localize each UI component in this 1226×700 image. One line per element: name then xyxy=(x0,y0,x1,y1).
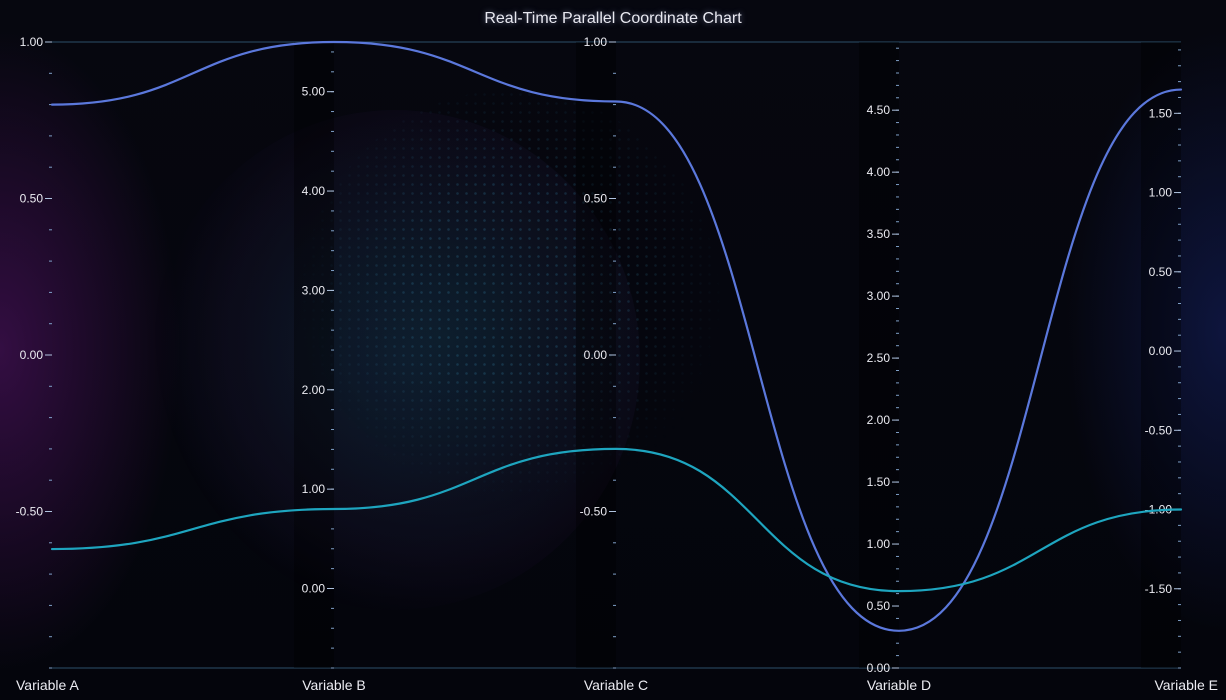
tick-label: 0.50 xyxy=(584,192,608,206)
tick-label: 1.50 xyxy=(867,475,891,489)
tick-label: 0.00 xyxy=(867,661,891,675)
tick-label: 2.00 xyxy=(867,413,891,427)
axis-name: Variable E xyxy=(1154,677,1218,693)
axis-1: 1.00 0.50 0.00 -0.50 Variable A xyxy=(16,35,80,693)
series-line-1 xyxy=(50,40,1183,632)
tick-label: -0.50 xyxy=(16,505,44,519)
tick-label: 0.00 xyxy=(20,348,44,362)
tick-label: 2.50 xyxy=(867,351,891,365)
tick-label: -0.50 xyxy=(1145,423,1173,437)
axis-5: 1.501.000.500.00-0.50-1.00-1.50Variable … xyxy=(1141,42,1218,693)
tick-label: 1.50 xyxy=(1149,106,1173,120)
tick-label: 2.00 xyxy=(302,383,326,397)
axis-2: 5.00 4.00 3.00 2.00 1.00 0.00 Variable B xyxy=(294,42,366,693)
tick-label: 0.00 xyxy=(584,348,608,362)
axis-name: Variable D xyxy=(867,677,931,693)
axis-shade xyxy=(294,42,334,668)
tick-label: 1.00 xyxy=(302,482,326,496)
tick-label: 0.50 xyxy=(867,599,891,613)
tick-label: -1.50 xyxy=(1145,582,1173,596)
tick-label: 1.00 xyxy=(584,35,608,49)
tick-label: 0.50 xyxy=(20,192,44,206)
tick-label: 0.00 xyxy=(302,582,326,596)
tick-label: 1.00 xyxy=(1149,186,1173,200)
axis-name: Variable A xyxy=(16,677,79,693)
axis-name: Variable C xyxy=(584,677,648,693)
tick-label: 3.00 xyxy=(867,289,891,303)
tick-label: 4.00 xyxy=(302,184,326,198)
tick-label: 1.00 xyxy=(20,35,44,49)
axis-name: Variable B xyxy=(302,677,366,693)
axis-3: 1.00 0.50 0.00 -0.50 Variable C xyxy=(576,35,648,693)
tick-label: 5.00 xyxy=(302,85,326,99)
tick-label: 3.50 xyxy=(867,227,891,241)
axis-shade xyxy=(1141,42,1181,668)
tick-label: 4.50 xyxy=(867,103,891,117)
tick-label: 0.50 xyxy=(1149,265,1173,279)
axis-4: 4.50 4.00 3.50 3.00 2.50 2.00 1.50 1.00 0.50 0.00… xyxy=(859,42,931,693)
tick-label: 0.00 xyxy=(1149,344,1173,358)
tick-label: 1.00 xyxy=(867,537,891,551)
series-line-2 xyxy=(50,447,1183,593)
tick-label: 4.00 xyxy=(867,165,891,179)
tick-label: -0.50 xyxy=(580,505,608,519)
axis-shade xyxy=(859,42,899,668)
tick-label: 3.00 xyxy=(302,283,326,297)
globe-glow xyxy=(150,110,640,610)
globe-dots xyxy=(300,90,720,520)
chart-title: Real-Time Parallel Coordinate Chart xyxy=(484,10,742,27)
